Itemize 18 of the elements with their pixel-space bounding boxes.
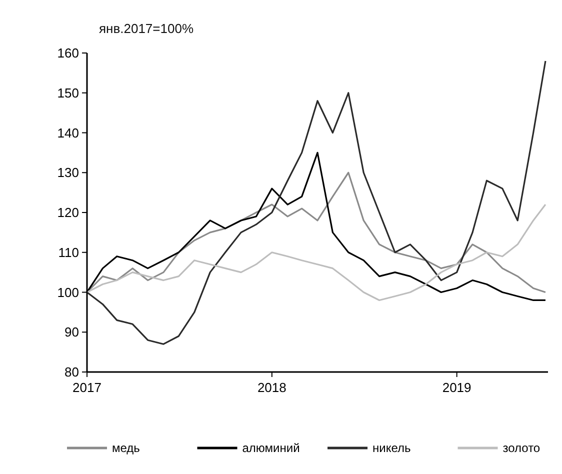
y-tick-label: 120 [57,205,79,220]
y-tick-label: 80 [64,364,79,380]
legend-label: медь [112,441,140,456]
line-series [86,204,546,302]
x-tick-label: 2017 [72,380,102,395]
legend-label: никель [372,441,411,456]
y-tick-label: 110 [58,244,79,260]
y-tick-label: 150 [57,85,79,100]
x-tick-label: 2018 [257,380,286,395]
y-tick-label: 130 [57,165,79,180]
chart-title: янв.2017=100% [99,21,194,36]
y-tick-label: 140 [57,125,79,140]
legend-label: алюминий [242,441,300,456]
y-tick-label: 160 [57,46,79,61]
x-tick-label: 2019 [442,380,472,395]
y-tick-label: 100 [57,284,79,300]
y-tick-label: 90 [64,324,79,340]
legend-label: золото [502,441,540,456]
